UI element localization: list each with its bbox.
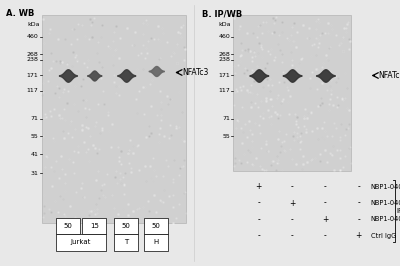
FancyBboxPatch shape [4,8,192,258]
Text: -: - [291,182,294,191]
Text: 171: 171 [27,73,38,78]
Text: 15: 15 [90,223,99,229]
Text: -: - [324,231,327,240]
FancyBboxPatch shape [200,8,396,258]
FancyBboxPatch shape [144,234,168,251]
Text: -: - [291,231,294,240]
Text: NBP1-04027: NBP1-04027 [370,216,400,222]
Text: kDa: kDa [219,22,231,27]
FancyBboxPatch shape [42,15,186,223]
Text: NFATc3: NFATc3 [182,68,209,77]
Text: 31: 31 [30,171,38,176]
Text: -: - [258,215,260,224]
Text: NFATc3: NFATc3 [378,71,400,80]
Text: 41: 41 [30,152,38,157]
Text: 50: 50 [122,223,131,229]
Text: -: - [324,198,327,207]
Text: 71: 71 [222,117,230,122]
Text: 238: 238 [218,57,230,62]
FancyBboxPatch shape [233,15,351,171]
Text: -: - [258,198,260,207]
FancyBboxPatch shape [114,218,138,234]
Text: 460: 460 [218,34,230,39]
Text: -: - [357,182,360,191]
Text: -: - [258,231,260,240]
Text: NBP1-04026: NBP1-04026 [370,200,400,206]
Text: IP: IP [397,208,400,214]
FancyBboxPatch shape [56,234,106,251]
Text: +: + [256,182,262,191]
Text: +: + [356,231,362,240]
FancyBboxPatch shape [56,218,80,234]
Text: A. WB: A. WB [6,9,34,18]
Text: 117: 117 [27,89,38,93]
Text: H: H [154,239,159,246]
Text: Jurkat: Jurkat [71,239,91,246]
Text: kDa: kDa [27,22,40,27]
FancyBboxPatch shape [82,218,106,234]
Text: +: + [322,215,329,224]
Text: 117: 117 [218,89,230,93]
FancyBboxPatch shape [114,234,138,251]
Text: 268: 268 [27,52,38,57]
Text: 71: 71 [30,117,38,122]
Text: 238: 238 [26,57,38,62]
Text: 171: 171 [218,73,230,78]
Text: 50: 50 [64,223,72,229]
Text: -: - [357,198,360,207]
FancyBboxPatch shape [144,218,168,234]
Text: +: + [289,198,295,207]
Text: -: - [357,215,360,224]
Text: 460: 460 [27,34,38,39]
Text: 50: 50 [152,223,161,229]
Text: 268: 268 [218,52,230,57]
Text: -: - [324,182,327,191]
Text: Ctrl IgG: Ctrl IgG [370,232,396,239]
Text: T: T [124,239,128,246]
Text: B. IP/WB: B. IP/WB [202,9,242,18]
Text: 55: 55 [31,134,38,139]
Text: 55: 55 [222,134,230,139]
Text: -: - [291,215,294,224]
Text: NBP1-04025: NBP1-04025 [370,184,400,190]
